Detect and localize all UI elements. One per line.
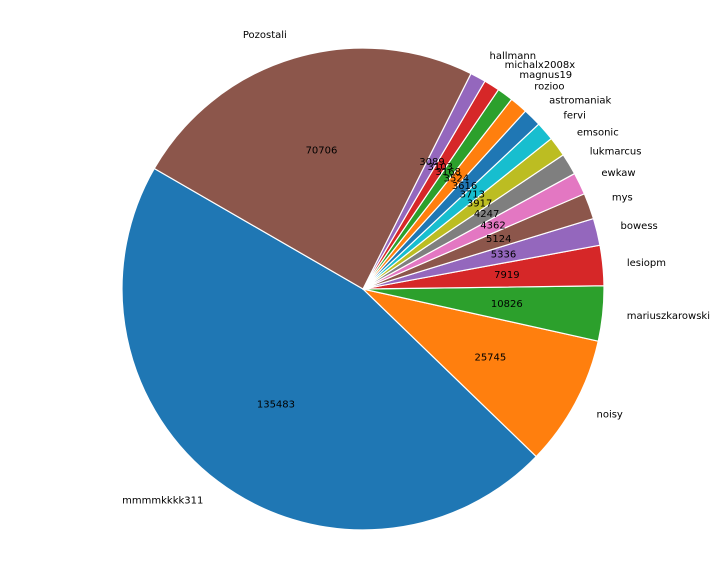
pie-value-label-mmmmkkkk311: 135483 — [257, 399, 295, 410]
pie-value-label-pozostali: 70706 — [306, 145, 338, 156]
pie-slice-label-astromaniak: astromaniak — [549, 95, 611, 106]
pie-slice-label-ewkaw: ewkaw — [601, 168, 635, 179]
pie-slice-label-mmmmkkkk311: mmmmkkkk311 — [122, 496, 203, 507]
pie-value-label-fervi: 3713 — [460, 189, 485, 200]
pie-value-label-mys: 5124 — [486, 234, 511, 245]
pie-slice-label-mys: mys — [612, 193, 633, 204]
pie-slice-label-rozioo: rozioo — [534, 82, 564, 93]
pie-value-label-astromaniak: 3616 — [452, 181, 477, 192]
pie-slice-label-magnus19: magnus19 — [519, 70, 572, 81]
pie-slice-label-bowess: bowess — [621, 221, 658, 232]
pie-slice-label-hallmann: hallmann — [490, 51, 537, 62]
pie-value-label-lesiopm: 7919 — [494, 270, 519, 281]
pie-value-label-magnus19: 3168 — [436, 167, 461, 178]
pie-value-label-mariuszkarowski: 10826 — [491, 299, 523, 310]
pie-slice-label-mariuszkarowski: mariuszkarowski — [627, 311, 710, 322]
pie-value-label-noisy: 25745 — [474, 352, 506, 363]
pie-slice-mmmmkkkk311 — [121, 167, 537, 531]
pie-value-label-ewkaw: 4362 — [480, 221, 505, 232]
pie-slice-label-pozostali: Pozostali — [243, 30, 287, 41]
pie-slice-label-lesiopm: lesiopm — [627, 258, 666, 269]
pie-slice-label-lukmarcus: lukmarcus — [590, 147, 642, 158]
pie-value-label-michalx2008x: 3103 — [428, 162, 453, 173]
pie-slice-label-noisy: noisy — [596, 410, 622, 421]
pie-value-label-hallmann: 3089 — [419, 157, 444, 168]
pie-wedges — [121, 47, 605, 531]
pie-slice-pozostali — [153, 47, 472, 290]
pie-slice-label-fervi: fervi — [563, 110, 585, 121]
pie-value-label-bowess: 5336 — [491, 250, 516, 261]
pie-slice-labels: mmmmkkkk311 noisy mariuszkarowski lesiopm bo… — [122, 30, 710, 507]
pie-slice-label-emsonic: emsonic — [577, 127, 619, 138]
pie-slice-noisy — [362, 288, 599, 458]
pie-value-label-rozioo: 3524 — [444, 174, 469, 185]
pie-value-labels: 135483 25745 10826 7919 5336 5124 436242473917… — [257, 145, 523, 410]
pie-slice-label-michalx2008x: michalx2008x — [505, 60, 576, 71]
pie-value-label-lukmarcus: 4247 — [474, 209, 499, 220]
pie-value-label-emsonic: 3917 — [467, 199, 492, 210]
